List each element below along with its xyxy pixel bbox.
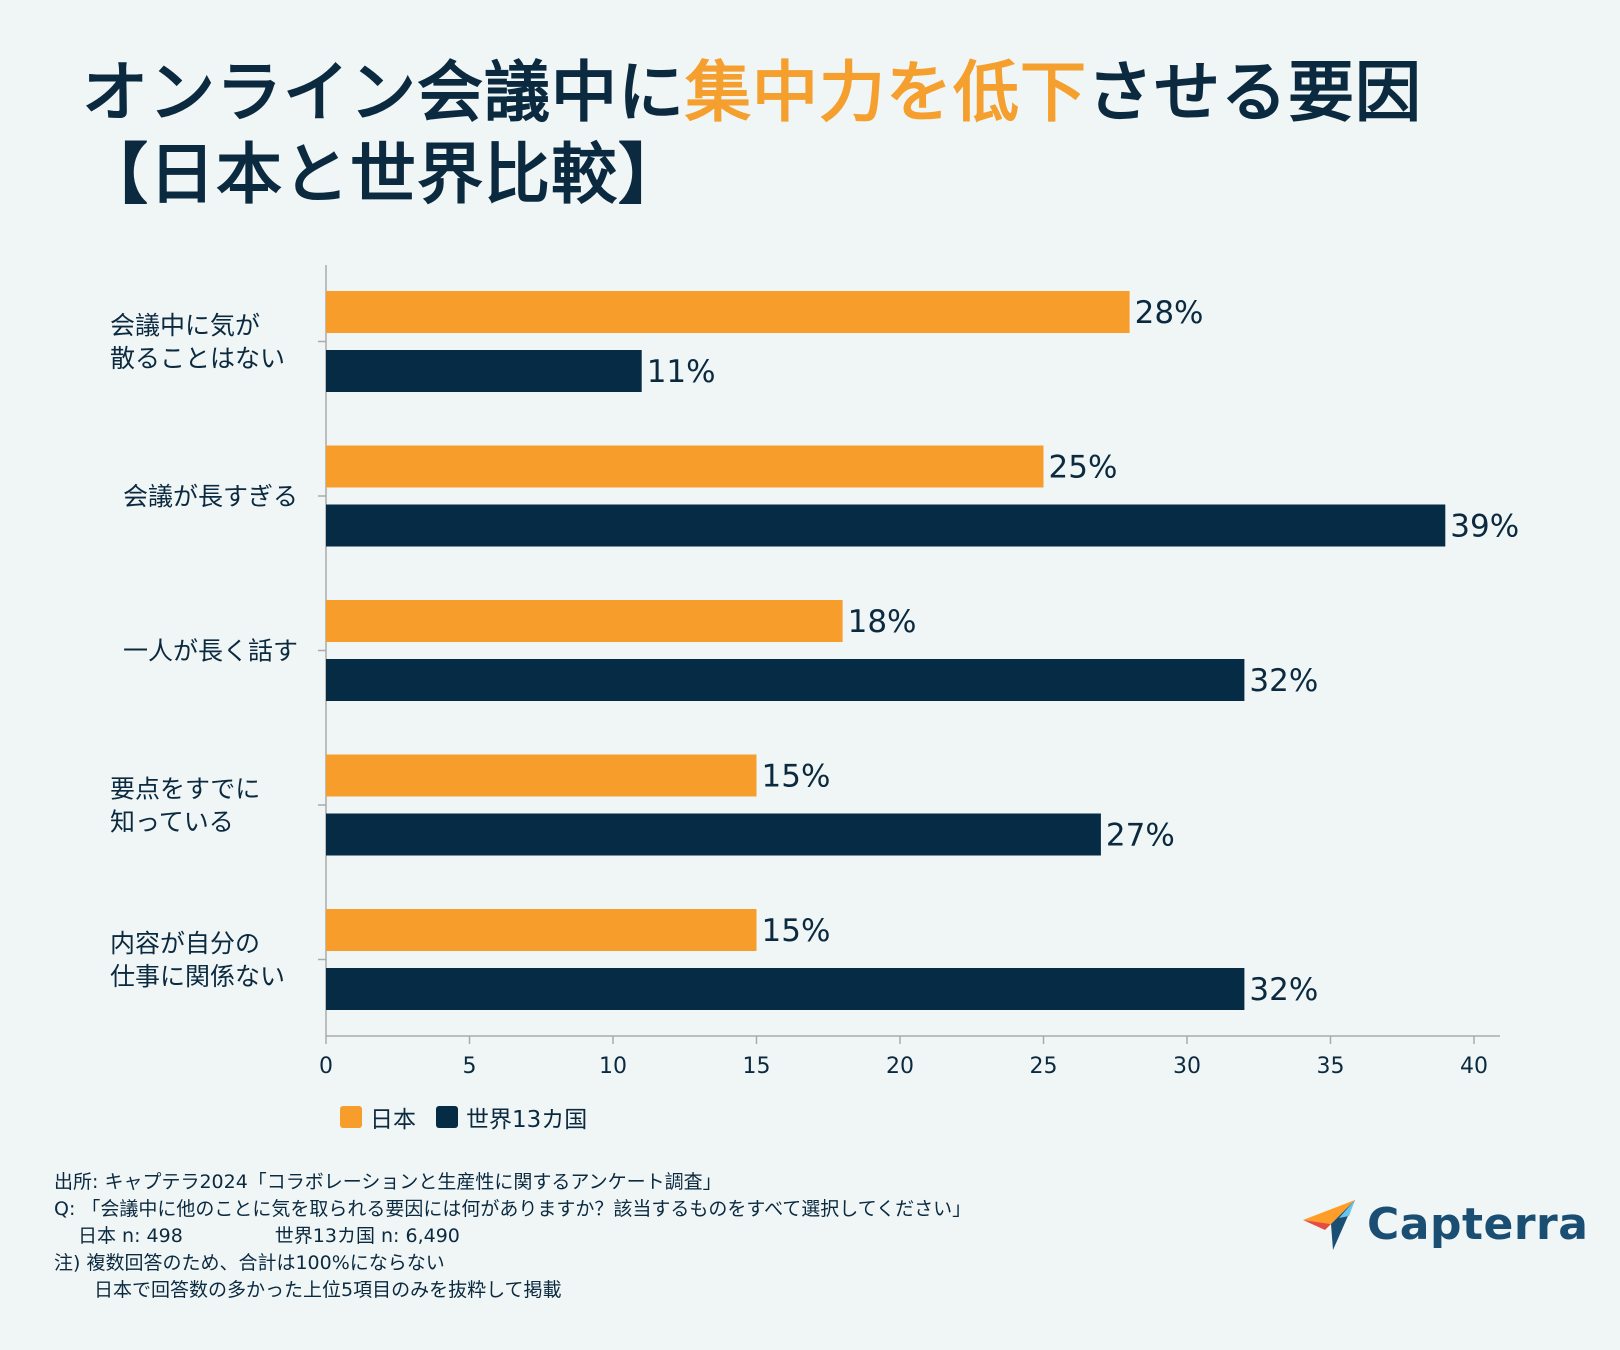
legend-swatch-japan [340, 1106, 362, 1128]
capterra-logo: Capterra [1303, 1196, 1588, 1252]
bar-japan [326, 291, 1130, 333]
bar-japan [326, 600, 843, 642]
note-multiple-answers: 注) 複数回答のため、合計は100%にならない [54, 1252, 445, 1274]
value-label-world: 32% [1249, 972, 1318, 1008]
bar-world [326, 504, 1446, 547]
legend-swatch-world [436, 1106, 458, 1128]
bar-world [326, 350, 642, 392]
x-tick-label: 5 [463, 1054, 477, 1079]
legend-label-world: 世界13カ国 [466, 1107, 588, 1133]
source-note: 出所: キャプテラ2024「コラボレーションと生産性に関するアンケート調査」 [54, 1171, 722, 1193]
note-top5: 日本で回答数の多かった上位5項目のみを抜粋して掲載 [94, 1279, 562, 1301]
x-tick-label: 30 [1173, 1054, 1201, 1079]
value-label-japan: 15% [762, 913, 831, 949]
chart-title: オンライン会議中に集中力を低下させる要因 【日本と世界比較】 [82, 52, 1422, 216]
title-line1: オンライン会議中に集中力を低下させる要因 [82, 54, 1422, 131]
legend-item-world: 世界13カ国 [436, 1100, 587, 1134]
x-tick-label: 0 [319, 1054, 333, 1079]
value-label-japan: 18% [848, 604, 917, 640]
value-label-japan: 25% [1049, 450, 1118, 486]
sample-size-japan: 日本 n: 498 [78, 1225, 183, 1247]
bar-japan [326, 445, 1044, 488]
bar-chart: 0 5 10 15 20 25 30 35 40 会議中に気が散ることはない 28% 11% 会議が長す… [110, 265, 1519, 1079]
title-part-2: させる要因 [1087, 54, 1422, 131]
bar-world [326, 659, 1245, 701]
sample-size-world: 世界13カ国 n: 6,490 [274, 1225, 460, 1247]
logo-wordmark: Capterra [1367, 1198, 1589, 1250]
value-label-world: 27% [1106, 818, 1175, 854]
legend-item-japan: 日本 [340, 1100, 416, 1134]
x-tick-label: 15 [743, 1054, 771, 1079]
x-tick-label: 10 [599, 1054, 627, 1079]
title-line2: 【日本と世界比較】 [82, 136, 685, 213]
bar-world [326, 813, 1101, 856]
title-highlight: 集中力を低下 [685, 54, 1087, 131]
category-label: 会議が長すぎる [123, 482, 298, 511]
value-label-world: 39% [1450, 509, 1519, 545]
footnotes: 出所: キャプテラ2024「コラボレーションと生産性に関するアンケート調査」 Q… [54, 1169, 971, 1304]
sample-sizes: 日本 n: 498 世界13カ国 n: 6,490 [54, 1223, 971, 1250]
bar-japan [326, 909, 757, 951]
bar-japan [326, 754, 757, 797]
title-part-1: オンライン会議中に [82, 54, 685, 131]
category-label: 内容が自分の仕事に関係ない [110, 929, 285, 991]
value-label-japan: 15% [762, 759, 831, 795]
value-label-world: 11% [647, 354, 716, 390]
x-tick-label: 35 [1317, 1054, 1345, 1079]
question-note: Q: 「会議中に他のことに気を取られる要因には何がありますか？該当するものをすべ… [54, 1198, 972, 1220]
legend: 日本 世界13カ国 [340, 1100, 587, 1134]
value-label-world: 32% [1249, 663, 1318, 699]
capterra-arrow-icon [1303, 1200, 1355, 1250]
bar-world [326, 968, 1245, 1010]
category-label: 一人が長く話す [123, 637, 298, 666]
x-tick-label: 20 [886, 1054, 914, 1079]
legend-label-japan: 日本 [370, 1107, 416, 1133]
x-tick-label: 40 [1460, 1054, 1488, 1079]
value-label-japan: 28% [1135, 295, 1204, 331]
category-label: 会議中に気が散ることはない [110, 311, 285, 373]
category-label: 要点をすでに知っている [110, 775, 260, 837]
x-tick-label: 25 [1030, 1054, 1058, 1079]
